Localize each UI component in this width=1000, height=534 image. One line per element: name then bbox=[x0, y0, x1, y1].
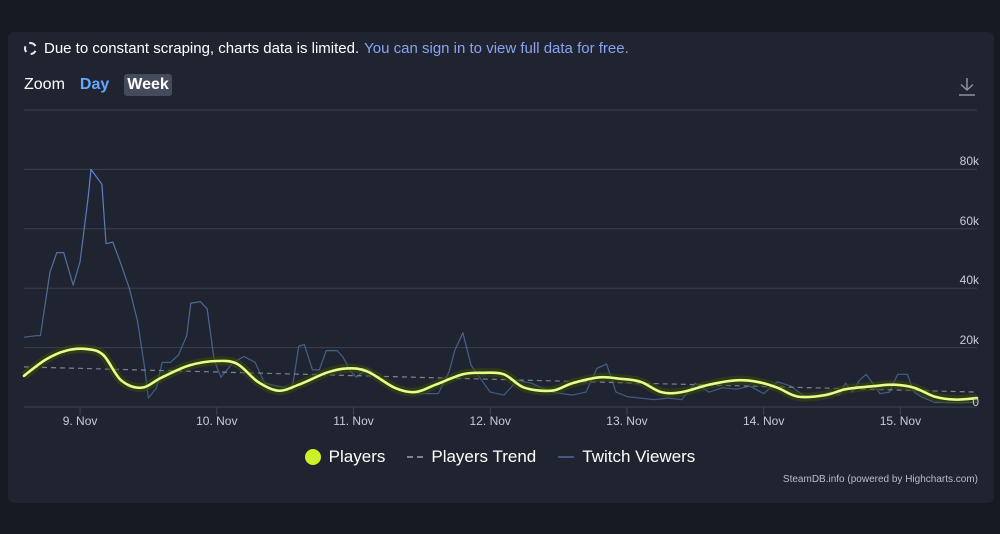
y-axis-label: 40k bbox=[959, 273, 979, 288]
x-axis-label: 12. Nov bbox=[469, 414, 511, 428]
legend-label-twitch-viewers: Twitch Viewers bbox=[582, 447, 696, 466]
download-icon bbox=[959, 78, 975, 96]
players-dot-icon bbox=[304, 449, 321, 465]
series-players-trend bbox=[23, 366, 978, 393]
legend-item-players-trend[interactable]: Players Trend bbox=[407, 447, 536, 467]
dashed-line-icon bbox=[407, 456, 424, 458]
y-axis-label: 20k bbox=[959, 332, 979, 347]
scraping-notice: Due to constant scraping, charts data is… bbox=[24, 38, 629, 58]
series-twitch-viewers bbox=[23, 168, 977, 404]
chart-legend: Players Players Trend Twitch Viewers bbox=[0, 447, 1000, 467]
sign-in-link[interactable]: You can sign in to view full data for fr… bbox=[364, 39, 629, 57]
zoom-week-button[interactable]: Week bbox=[124, 74, 172, 96]
legend-label-players: Players bbox=[328, 447, 386, 466]
gridlines bbox=[24, 109, 977, 408]
download-button[interactable] bbox=[955, 76, 979, 98]
chart-credits-link[interactable]: SteamDB.info (powered by Highcharts.com) bbox=[782, 474, 978, 485]
y-axis-label: 60k bbox=[959, 213, 979, 228]
x-axis-label: 10. Nov bbox=[196, 414, 238, 428]
x-axis-label: 9. Nov bbox=[62, 414, 98, 428]
x-axis-label: 14. Nov bbox=[743, 414, 785, 428]
y-axis-label: 0 bbox=[972, 395, 979, 409]
legend-item-twitch-viewers[interactable]: Twitch Viewers bbox=[558, 447, 695, 467]
y-axis-label: 80k bbox=[959, 154, 979, 169]
legend-label-players-trend: Players Trend bbox=[431, 447, 537, 466]
solid-line-icon bbox=[558, 456, 575, 458]
x-axis-label: 11. Nov bbox=[333, 414, 374, 428]
notice-text: Due to constant scraping, charts data is… bbox=[44, 39, 360, 57]
zoom-day-button[interactable]: Day bbox=[79, 76, 110, 93]
x-axis-label: 13. Nov bbox=[606, 414, 648, 428]
legend-item-players[interactable]: Players bbox=[304, 447, 386, 467]
series-players bbox=[21, 344, 979, 405]
zoom-selector: Zoom Day Week bbox=[24, 74, 172, 96]
x-axis-label: 15. Nov bbox=[879, 414, 922, 428]
x-axis-ticks bbox=[79, 407, 901, 415]
zoom-label: Zoom bbox=[24, 76, 65, 93]
loading-dashed-circle-icon bbox=[24, 41, 37, 55]
